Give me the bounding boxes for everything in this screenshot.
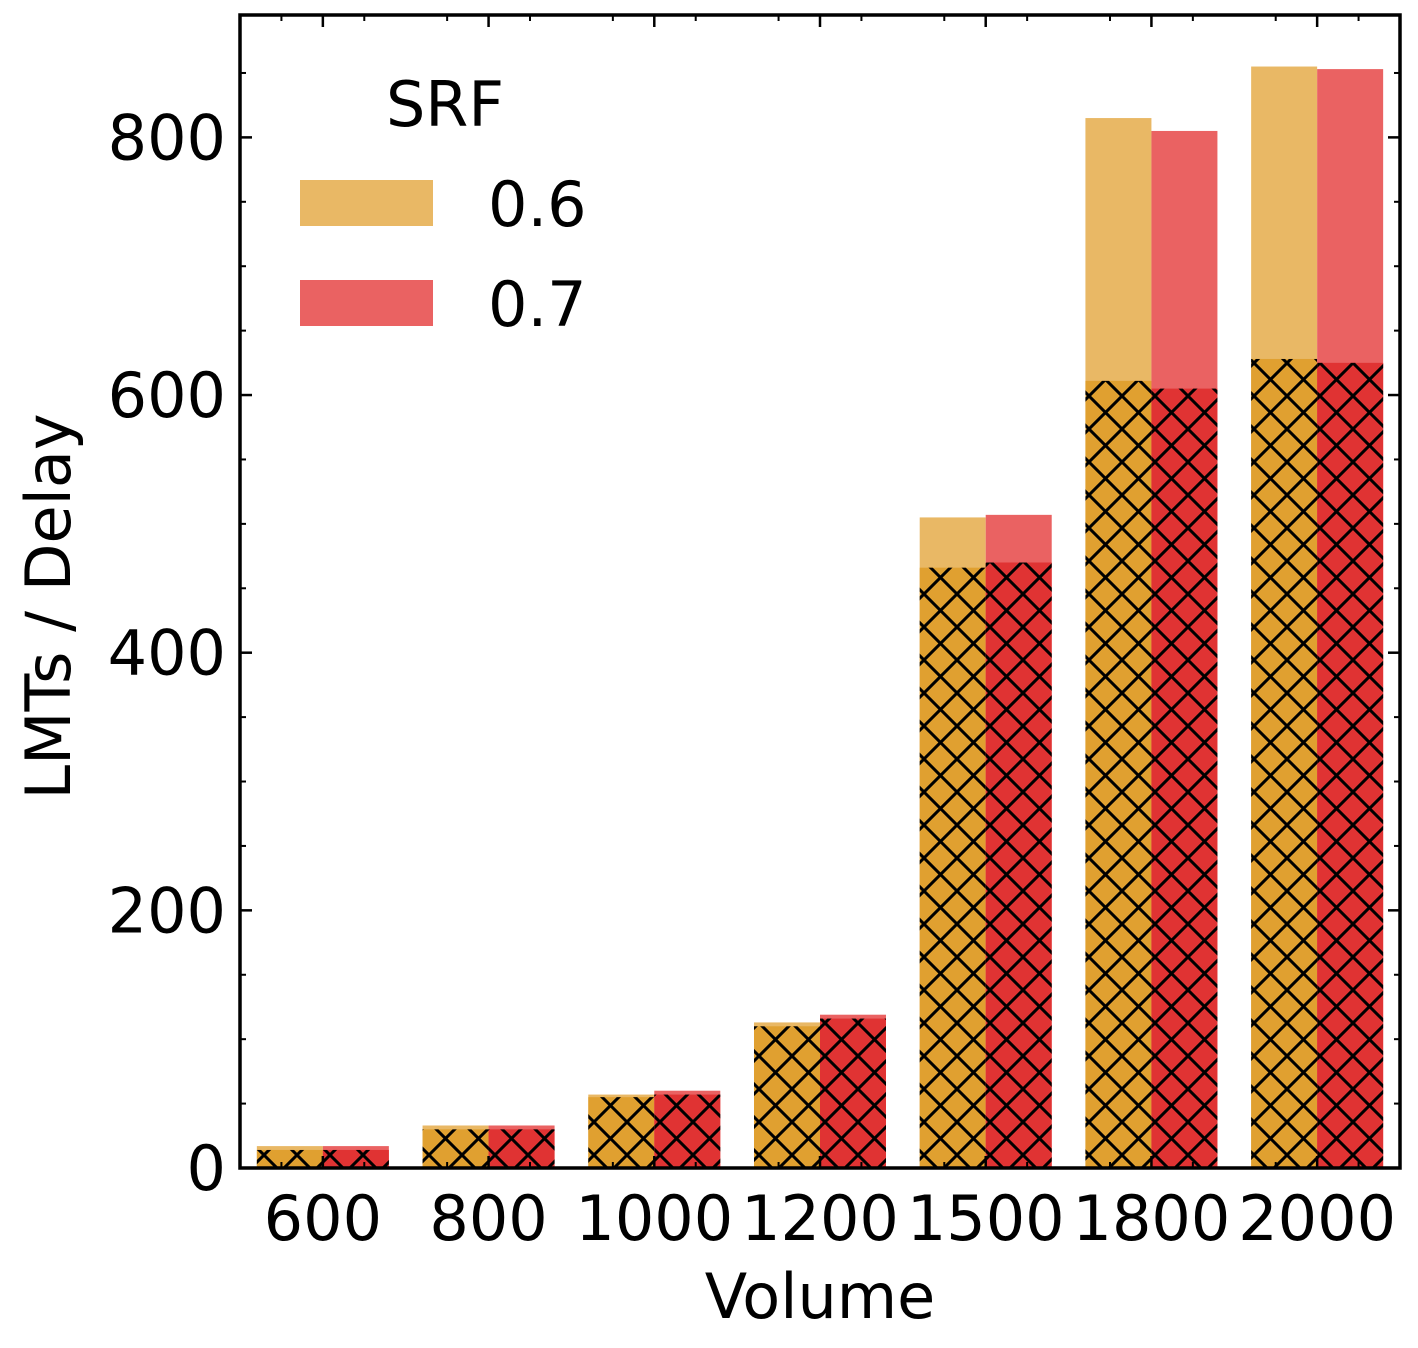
y-tick-label: 400 [108,617,226,690]
bar-hatch-pattern-0.7-1000 [654,1094,721,1168]
x-tick-label: 1200 [741,1182,899,1255]
x-tick-label: 1000 [575,1182,733,1255]
bar-hatch-pattern-0.6-800 [422,1129,489,1168]
bar-hatch-pattern-0.6-600 [256,1149,323,1168]
bar-hatch-pattern-0.7-1800 [1151,388,1218,1168]
bar-hatch-pattern-0.7-1500 [985,562,1052,1168]
y-axis-label: LMTs / Delay [12,413,85,799]
bars-group [256,66,1384,1169]
x-tick-label: 800 [429,1182,547,1255]
legend-swatch-0.7 [300,280,433,326]
bar-hatch-pattern-0.6-1800 [1085,380,1152,1168]
y-tick-label: 0 [187,1132,226,1205]
axis-labels: 0 200 400 600 800 600 800 1000 1200 1500 1800 2000 V… [12,101,1396,1333]
x-tick-label: 600 [264,1182,382,1255]
y-tick-label: 200 [108,874,226,947]
legend-label-0.7: 0.7 [488,268,587,341]
legend-title: SRF [386,68,504,141]
x-tick-label: 1500 [907,1182,1065,1255]
bar-hatch-pattern-0.6-2000 [1251,358,1318,1168]
y-tick-label: 800 [108,101,226,174]
legend-swatch-0.6 [300,180,433,226]
bar-hatch-pattern-0.6-1200 [754,1026,820,1168]
axis-ticks [240,15,1400,1170]
x-axis-label: Volume [705,1260,936,1333]
bar-hatch-pattern-0.7-600 [322,1149,389,1168]
x-tick-label: 2000 [1238,1182,1396,1255]
legend: SRF 0.6 0.7 [300,68,587,341]
legend-label-0.6: 0.6 [488,168,587,241]
y-tick-label: 600 [108,359,226,432]
bar-hatch-pattern-0.7-800 [488,1129,555,1168]
bar-hatch-pattern-0.7-2000 [1317,362,1384,1168]
bar-hatch-pattern-0.6-1500 [919,567,986,1168]
x-tick-label: 1800 [1073,1182,1231,1255]
bar-hatch-pattern-0.6-1000 [588,1097,655,1168]
bar-hatch-pattern-0.7-1200 [820,1018,886,1168]
